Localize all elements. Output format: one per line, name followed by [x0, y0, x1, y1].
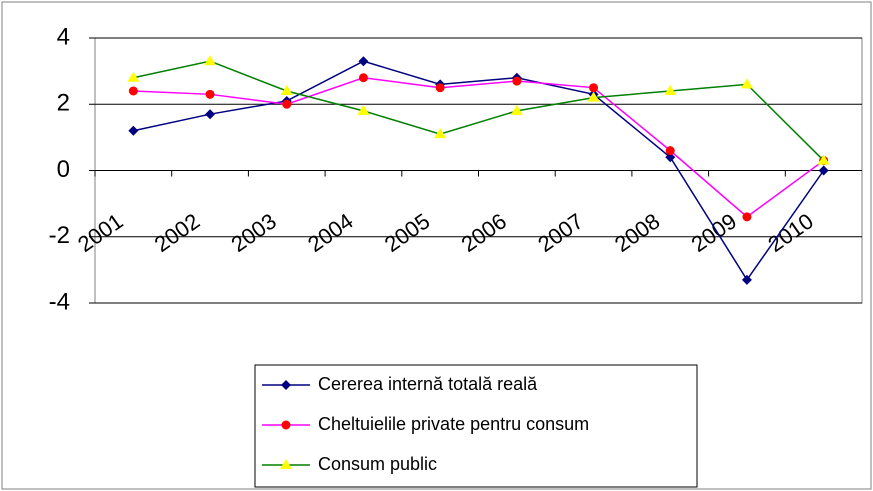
y-tick-label: -2 [49, 222, 70, 249]
marker [281, 420, 291, 430]
series-line [133, 76, 825, 218]
marker [817, 154, 830, 165]
marker [281, 380, 291, 390]
marker [358, 73, 368, 83]
marker [818, 165, 829, 176]
marker [280, 459, 292, 469]
legend-label: Cheltuielile private pentru consum [318, 414, 589, 434]
marker [358, 56, 369, 67]
marker [205, 109, 216, 120]
series-line [133, 60, 825, 282]
marker [740, 78, 753, 89]
marker [665, 146, 675, 156]
marker [205, 89, 215, 99]
marker [434, 128, 447, 139]
marker [435, 83, 445, 93]
y-tick-label: 4 [57, 23, 70, 50]
legend-label: Consum public [318, 454, 437, 474]
marker [587, 91, 600, 102]
marker [664, 85, 677, 95]
legend [254, 364, 698, 488]
marker [512, 76, 522, 86]
marker [128, 86, 138, 96]
y-tick-label: 2 [57, 90, 70, 117]
marker [282, 99, 292, 109]
marker [665, 152, 676, 163]
marker [741, 274, 752, 285]
y-tick-label: 0 [57, 156, 70, 183]
marker [742, 212, 752, 222]
marker [510, 104, 523, 115]
y-tick-label: -4 [49, 288, 70, 315]
legend-label: Cererea internă totală reală [318, 374, 538, 394]
marker [357, 104, 370, 115]
marker [280, 85, 293, 95]
marker [127, 71, 140, 82]
marker [589, 83, 599, 93]
marker [128, 125, 139, 136]
marker [204, 55, 217, 66]
series-line [133, 60, 825, 162]
